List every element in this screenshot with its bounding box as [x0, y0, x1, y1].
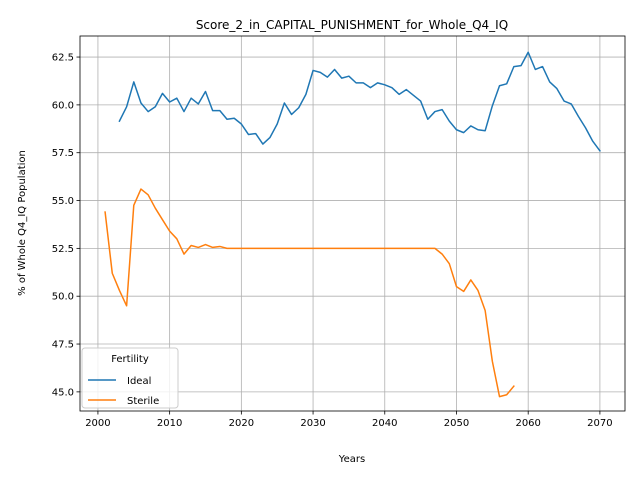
y-tick-label: 60.0: [52, 100, 74, 111]
x-tick-label: 2020: [229, 418, 254, 429]
x-tick-label: 2060: [515, 418, 540, 429]
x-axis-label: Years: [338, 454, 365, 465]
x-tick-label: 2030: [300, 418, 325, 429]
legend-label-ideal: Ideal: [127, 376, 151, 387]
y-tick-label: 57.5: [52, 148, 74, 159]
series-line-sterile: [104, 188, 515, 398]
y-tick-label: 50.0: [52, 292, 74, 303]
legend: Fertility Ideal Sterile: [81, 347, 179, 409]
x-tick-label: 2050: [444, 418, 469, 429]
y-tick-label: 55.0: [52, 196, 74, 207]
series-lines: [104, 51, 601, 398]
y-axis-ticks: 45.0 47.5 50.0 52.5 55.0 57.5 60.0 62.5: [52, 53, 80, 398]
x-tick-label: 2010: [157, 418, 182, 429]
y-axis-label: % of Whole Q4_IQ Population: [17, 150, 28, 296]
x-tick-label: 2040: [372, 418, 397, 429]
legend-box: [81, 347, 179, 409]
y-tick-label: 62.5: [52, 53, 74, 64]
plot-frame: [79, 35, 626, 412]
x-axis-ticks: 2000 2010 2020 2030 2040 2050 2060 2070: [85, 411, 613, 429]
x-tick-label: 2070: [587, 418, 612, 429]
y-tick-label: 52.5: [52, 244, 74, 255]
y-tick-label: 47.5: [52, 340, 74, 351]
legend-label-sterile: Sterile: [127, 396, 159, 407]
y-tick-label: 45.0: [52, 387, 74, 398]
x-tick-label: 2000: [85, 418, 110, 429]
chart-title: Score_2_in_CAPITAL_PUNISHMENT_for_Whole_…: [196, 18, 508, 32]
series-line-ideal: [118, 51, 601, 152]
legend-title: Fertility: [111, 354, 149, 365]
